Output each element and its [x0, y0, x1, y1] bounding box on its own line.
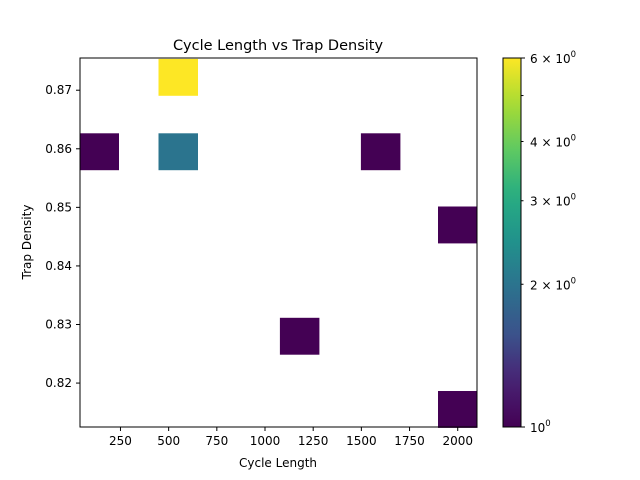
x-axis: 250 500 750 1000 1250 1500 1750 2000	[109, 427, 473, 448]
y-axis-label: Trap Density	[20, 205, 34, 281]
colorbar-tick-label: 100	[530, 419, 551, 435]
x-tick-label: 750	[205, 434, 228, 448]
x-tick-label: 1500	[346, 434, 377, 448]
y-tick-label: 0.87	[45, 83, 72, 97]
colorbar-tick-label: 4 × 100	[530, 134, 576, 150]
heatmap-cell	[438, 391, 478, 428]
colorbar	[502, 57, 522, 428]
heatmap-cell	[360, 133, 401, 171]
y-tick-label: 0.86	[45, 142, 72, 156]
x-tick-label: 250	[109, 434, 132, 448]
x-axis-label: Cycle Length	[239, 456, 317, 470]
y-axis: 0.82 0.83 0.84 0.85 0.86 0.87	[45, 83, 80, 390]
y-tick-label: 0.83	[45, 318, 72, 332]
y-tick-label: 0.82	[45, 376, 72, 390]
chart-title: Cycle Length vs Trap Density	[173, 38, 384, 54]
colorbar-tick-label: 3 × 100	[530, 193, 576, 209]
heatmap-cell	[158, 133, 198, 171]
x-tick-label: 1250	[298, 434, 329, 448]
x-tick-label: 500	[157, 434, 180, 448]
colorbar-ticks: 100 6 × 100 2 × 100 3 × 100 4 × 100	[521, 50, 576, 435]
plot-frame	[79, 57, 478, 428]
y-tick-label: 0.85	[45, 200, 72, 214]
x-tick-label: 1000	[250, 434, 281, 448]
x-tick-label: 1750	[394, 434, 425, 448]
x-tick-label: 2000	[442, 434, 473, 448]
heatmap-cells	[79, 58, 478, 428]
y-tick-label: 0.84	[45, 259, 72, 273]
colorbar-tick-label: 6 × 100	[530, 50, 576, 66]
heatmap-cell	[158, 58, 198, 96]
heatmap-cell	[279, 317, 320, 355]
heatmap-cell	[79, 133, 119, 171]
heatmap-cell	[438, 206, 478, 244]
colorbar-tick-label: 2 × 100	[530, 276, 576, 292]
